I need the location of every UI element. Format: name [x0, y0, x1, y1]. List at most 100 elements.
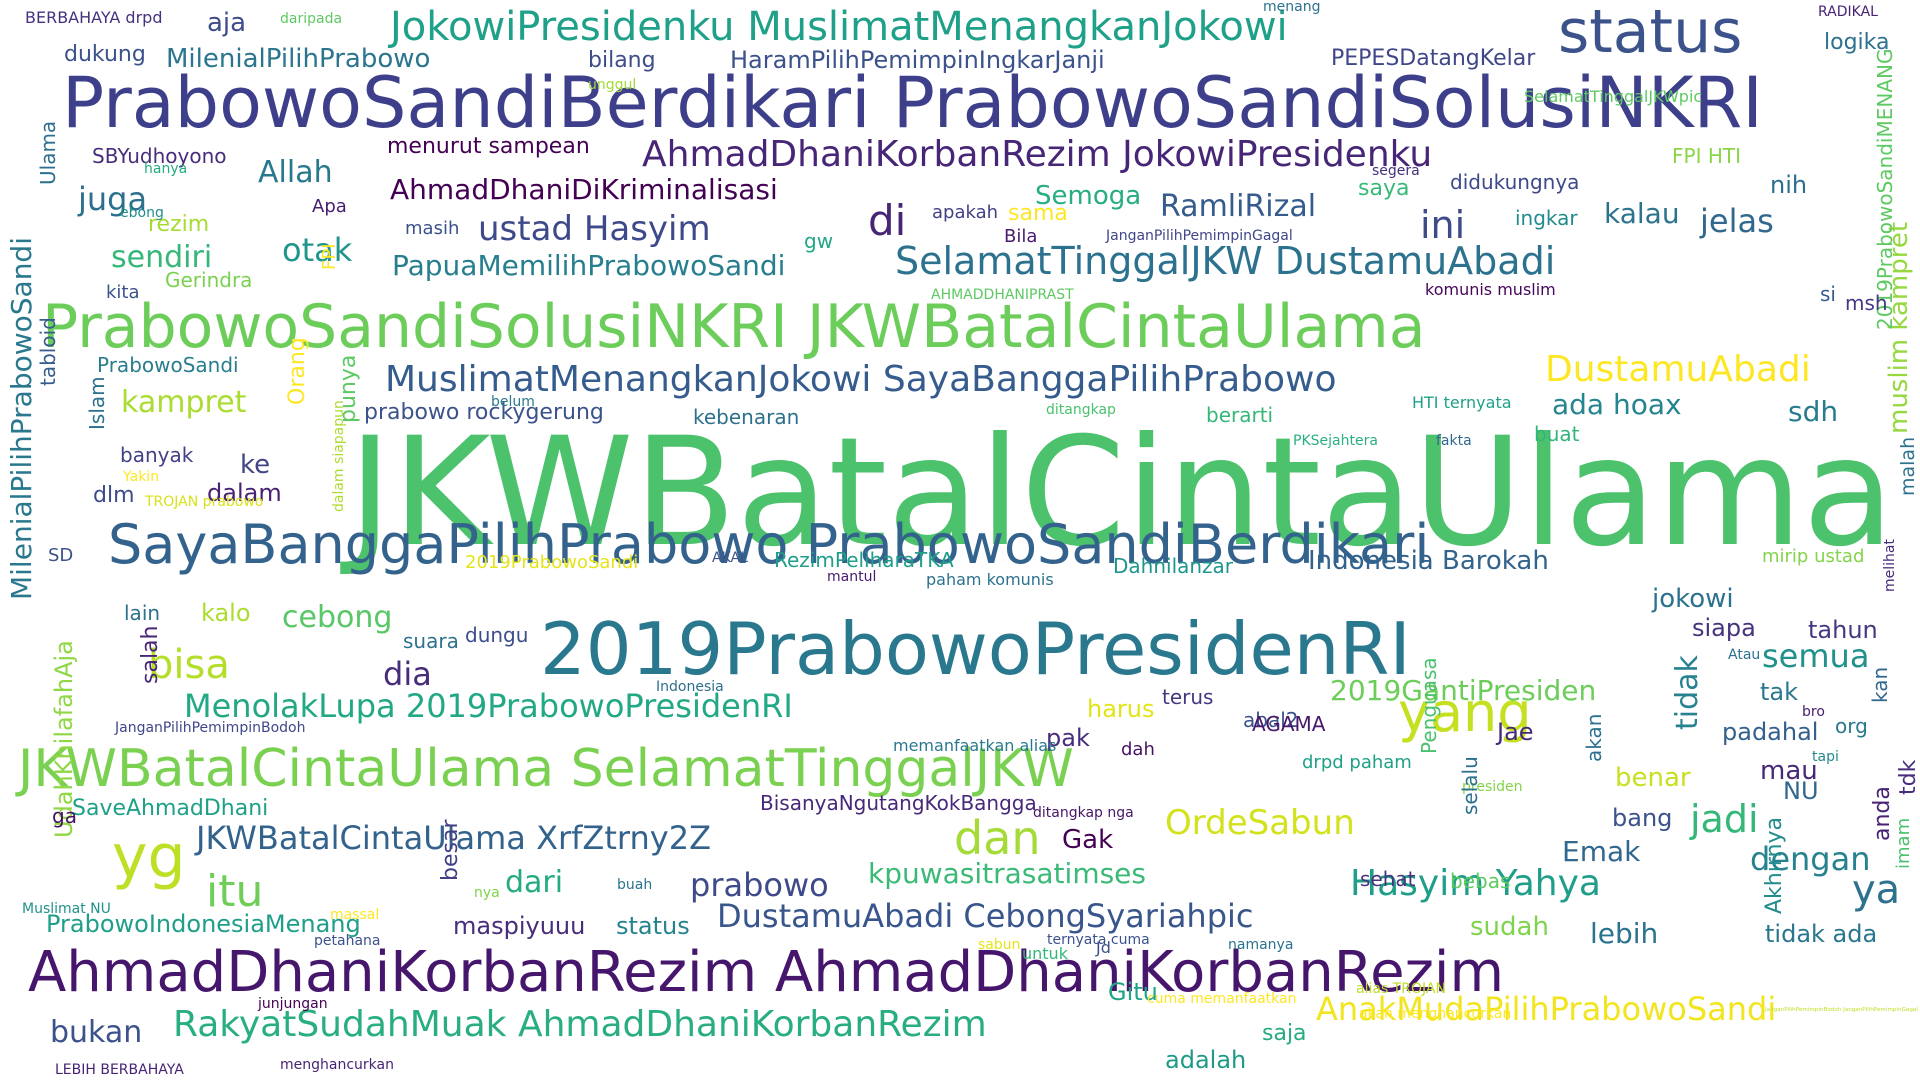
cloud-word: OrdeSabun — [1165, 803, 1355, 843]
cloud-word: Jd — [1096, 938, 1111, 957]
cloud-word: cebong — [282, 600, 393, 635]
cloud-word: aja — [207, 8, 247, 38]
cloud-word: SD — [48, 545, 74, 566]
cloud-word: SelamatTinggalJKWpic — [1524, 87, 1703, 106]
cloud-word: AGAMA — [1252, 712, 1326, 736]
cloud-word: kampret — [121, 385, 247, 420]
cloud-word: HaramPilihPemimpinIngkarJanji — [730, 46, 1105, 74]
cloud-word: ya — [1852, 867, 1901, 913]
cloud-word: nya — [474, 885, 500, 901]
cloud-word: Gak — [1062, 825, 1114, 855]
cloud-word: menurut sampean — [387, 134, 590, 159]
cloud-word: dari — [505, 865, 564, 900]
cloud-word: junjungan — [258, 996, 328, 1012]
cloud-word: saja — [1262, 1021, 1307, 1046]
cloud-word: Gitu — [1108, 978, 1158, 1006]
cloud-word: bisa — [148, 642, 230, 688]
cloud-word: lebih — [1590, 917, 1659, 950]
cloud-word: Dahnilanzar — [1113, 554, 1234, 578]
cloud-word: NU — [1783, 777, 1819, 805]
cloud-word: org — [1835, 714, 1868, 738]
cloud-word: akan — [1582, 713, 1606, 762]
cloud-word: Islam — [85, 376, 109, 430]
cloud-word: MenolakLupa 2019PrabowoPresidenRI — [184, 687, 793, 725]
cloud-word: mau — [1760, 756, 1818, 786]
cloud-word: sehat — [1360, 867, 1416, 891]
cloud-word: suara — [403, 629, 459, 653]
cloud-word: Semoga — [1035, 181, 1142, 211]
cloud-word: 2019PrabowoSandi — [465, 552, 639, 573]
cloud-word: status — [1558, 0, 1743, 67]
cloud-word: untuk — [1022, 944, 1068, 963]
cloud-word: ke — [240, 450, 271, 480]
cloud-word: PrabowoIndonesiaMenang — [46, 910, 361, 938]
cloud-word: dah — [1121, 739, 1155, 760]
cloud-word: abal2 — [1243, 708, 1299, 732]
cloud-word: JKWBatalCintaUlama XrfZtrny2Z — [196, 819, 711, 857]
cloud-word: PrabowoSandi — [97, 353, 239, 377]
cloud-word: tabloid — [36, 317, 60, 386]
cloud-word: RakyatSudahMuak AhmadDhaniKorbanRezim — [173, 1004, 987, 1045]
cloud-word: semua — [1762, 637, 1870, 675]
cloud-word: Atau — [1728, 647, 1761, 663]
cloud-word: AhmadDhaniDiKriminalisasi — [390, 173, 778, 206]
cloud-word: dalam siapapun — [331, 400, 347, 512]
cloud-word: TROJAN prabowo — [145, 494, 264, 510]
cloud-word: DustamuAbadi — [1545, 349, 1811, 390]
cloud-word: mantul — [827, 569, 877, 585]
cloud-word: sudah — [1470, 912, 1549, 942]
cloud-word: tahun — [1808, 616, 1878, 644]
cloud-word: AhmadDhaniKorbanRezim AhmadDhaniKorbanRe… — [28, 940, 1505, 1005]
cloud-word: JanganPilihPemimpinBodoh — [115, 720, 306, 736]
cloud-word: jadi — [1690, 797, 1759, 841]
cloud-word: alias TROJAN — [1356, 981, 1446, 997]
cloud-word: JanganPilihPemimpinGagal — [1106, 228, 1293, 244]
cloud-word: Hasyim Yahya — [1350, 863, 1601, 904]
cloud-word: MilenialPilihPrabowo — [166, 44, 431, 74]
cloud-word: Allah — [258, 155, 333, 190]
cloud-word: drpd paham — [1302, 752, 1412, 773]
cloud-word: yg — [112, 822, 186, 892]
cloud-word: dan — [954, 811, 1041, 865]
cloud-word: AnakMudaPilihPrabowoSandi — [1316, 990, 1777, 1028]
cloud-word: ditangkap — [1046, 402, 1116, 418]
cloud-word: gw — [804, 229, 834, 253]
cloud-word: Gerindra — [165, 268, 253, 292]
cloud-word: prabowo — [690, 866, 829, 904]
cloud-word: 2019PrabowoSandiMENANG — [1873, 48, 1897, 330]
cloud-word: tidak — [1670, 655, 1705, 730]
cloud-word: SayaBanggaPilihPrabowo PrabowoSandiBerdi… — [108, 513, 1430, 576]
cloud-word: lain — [124, 601, 161, 625]
cloud-word: RADIKAL — [1818, 4, 1878, 20]
cloud-word: Emak — [1562, 835, 1641, 868]
cloud-word: pak — [1046, 724, 1090, 752]
cloud-word: banyak — [120, 443, 194, 467]
cloud-word: JanganPilihPemimpinBodoh JanganPilihPemi… — [1765, 1007, 1918, 1013]
cloud-word: komunis muslim — [1425, 280, 1556, 299]
cloud-word: hanya — [144, 161, 188, 177]
cloud-word: maspiyuuu — [453, 912, 586, 940]
cloud-word: ingkar — [1515, 206, 1578, 230]
cloud-word: kalau — [1604, 197, 1680, 230]
cloud-word: itu — [206, 866, 264, 917]
cloud-word: PKSejahtera — [1293, 433, 1378, 449]
cloud-word: kalo — [201, 599, 251, 627]
cloud-word: saya — [1358, 176, 1410, 201]
cloud-word: dungu — [465, 623, 529, 647]
cloud-word: melihat — [1882, 539, 1898, 592]
cloud-word: buah — [617, 877, 653, 893]
cloud-word: MilenialPilihPrabowoSandi — [5, 237, 38, 600]
cloud-word: SaveAhmadDhani — [72, 796, 269, 821]
cloud-word: JKWBatalCintaUlama SelamatTinggalJKW — [18, 739, 1074, 799]
cloud-word: jokowi — [1652, 584, 1734, 614]
cloud-word: msh — [1845, 291, 1888, 315]
cloud-word: BisanyaNgutangKokBangga — [760, 791, 1037, 815]
cloud-word: FPI — [319, 243, 340, 270]
cloud-word: kan — [1868, 666, 1892, 703]
cloud-word: malah — [1897, 436, 1919, 496]
cloud-word: sdh — [1788, 395, 1839, 428]
cloud-word: ebong — [120, 205, 164, 221]
cloud-word: fakta — [1436, 433, 1472, 449]
cloud-word: RezimPeliharaTKA — [774, 548, 954, 572]
